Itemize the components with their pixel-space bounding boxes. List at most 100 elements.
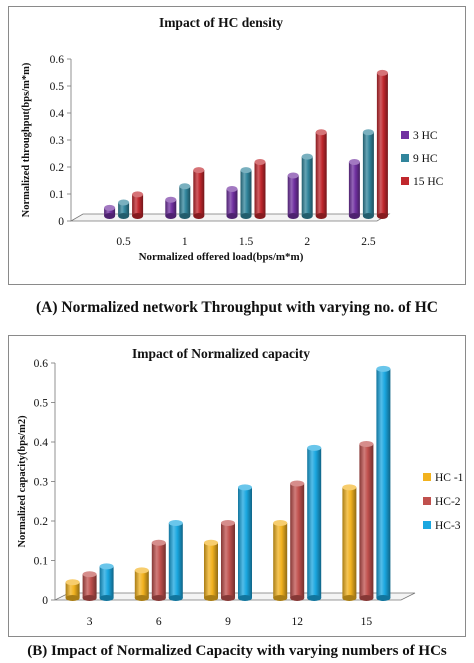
- chart-panel-b: Impact of Normalized capacity 0 0.1 0.2 0.3 0…: [8, 335, 466, 637]
- legend-label: 3 HC: [413, 130, 438, 142]
- bar-hc-3-15: [376, 365, 391, 601]
- bar-15hc-1: [193, 167, 205, 219]
- legend-swatch: [401, 131, 409, 139]
- bar-base: [315, 213, 327, 219]
- bar-hc-3-6: [168, 519, 183, 601]
- bar-body: [104, 207, 116, 216]
- bar-top: [226, 186, 238, 192]
- bar-3hc-0_5: [104, 204, 116, 219]
- bar-base: [254, 213, 266, 219]
- y-tick-label: 0.1: [50, 189, 65, 201]
- caption-b: (B) Impact of Normalized Capacity with v…: [27, 643, 447, 659]
- bar-base: [226, 213, 238, 219]
- y-tick-label: 0.4: [34, 437, 49, 449]
- bar-top: [301, 153, 313, 160]
- bar-top: [342, 484, 357, 491]
- bar-body: [359, 443, 374, 598]
- bar-hc-2-3: [82, 571, 97, 601]
- bar-base: [179, 213, 191, 219]
- bar-top: [240, 167, 252, 174]
- bar-9hc-1: [179, 183, 191, 219]
- bar-hc-2-12: [290, 480, 305, 601]
- y-tick-label: 0.5: [34, 398, 49, 410]
- legend-label: 9 HC: [413, 153, 438, 165]
- bar-hc-1-15: [342, 484, 357, 601]
- y-tick-label: 0.3: [50, 135, 65, 147]
- bar-top: [376, 365, 391, 372]
- bar-top: [168, 519, 183, 526]
- chart-title: Impact of HC density: [159, 15, 283, 30]
- bar-base: [193, 213, 205, 219]
- legend-swatch: [401, 154, 409, 162]
- y-tick-label: 0.1: [34, 556, 49, 568]
- bar-body: [193, 170, 205, 216]
- bar-hc-3-12: [307, 444, 322, 601]
- bar-base: [104, 213, 116, 219]
- bar-body: [82, 574, 97, 598]
- bar-hc-3-9: [238, 484, 252, 601]
- y-axis-label: Normalized capacity(bps/m2): [17, 415, 28, 548]
- legend-label: 15 HC: [413, 176, 444, 188]
- y-axis-label: Normalized throughput(bps/m*m): [21, 62, 32, 217]
- bar-top: [82, 571, 97, 578]
- bar-base: [165, 213, 177, 219]
- bar-body: [221, 522, 235, 598]
- chart-b-svg: Impact of Normalized capacity 0 0.1 0.2 0.3 0…: [17, 346, 464, 628]
- bar-base: [221, 595, 235, 601]
- bar-top: [348, 159, 360, 165]
- bar-15hc-2: [315, 129, 327, 219]
- bar-body: [362, 132, 374, 216]
- x-tick-label: 1.5: [239, 236, 254, 248]
- bar-15hc-0_5: [132, 191, 144, 219]
- bar-top: [132, 191, 144, 198]
- bar-top: [221, 519, 235, 526]
- y-tick-label: 0.4: [50, 108, 65, 120]
- bar-body: [342, 487, 357, 598]
- bar-9hc-1_5: [240, 167, 252, 219]
- bar-base: [362, 213, 374, 219]
- bar-hc-3-3: [99, 563, 114, 601]
- bar-base: [65, 595, 80, 601]
- bar-body: [168, 522, 183, 598]
- bar-top: [254, 159, 266, 165]
- chart-title: Impact of Normalized capacity: [132, 346, 310, 361]
- bar-hc-2-15: [359, 440, 374, 601]
- y-tick-label: 0.5: [50, 81, 65, 93]
- bar-body: [165, 199, 177, 216]
- chart-panel-a: Impact of HC density 0 0.1 0.2 0.3 0.4 0.5 0.6 N…: [8, 6, 466, 285]
- bar-hc-1-3: [65, 579, 80, 601]
- bar-body: [254, 162, 266, 216]
- bar-body: [118, 202, 130, 216]
- legend-label: HC-2: [435, 496, 461, 508]
- bar-9hc-2_5: [362, 129, 374, 219]
- x-tick-label: 12: [291, 616, 303, 628]
- bar-base: [376, 213, 388, 219]
- bar-top: [359, 440, 374, 447]
- bar-top: [65, 579, 80, 586]
- bar-9hc-2: [301, 153, 313, 219]
- bar-body: [301, 156, 313, 216]
- bar-base: [376, 595, 391, 601]
- bar-top: [151, 539, 166, 546]
- x-tick-label: 2.5: [361, 236, 376, 248]
- bar-body: [134, 570, 149, 598]
- bar-body: [238, 487, 252, 598]
- x-tick-label: 3: [87, 616, 93, 628]
- y-tick-label: 0.6: [34, 358, 49, 370]
- bar-body: [307, 447, 322, 598]
- bar-top: [118, 199, 130, 206]
- bar-top: [273, 519, 288, 526]
- bar-body: [376, 368, 391, 598]
- legend-swatch: [423, 497, 431, 505]
- legend-label: HC-3: [435, 520, 461, 532]
- caption-a: (A) Normalized network Throughput with v…: [35, 299, 439, 316]
- bar-base: [287, 213, 299, 219]
- bar-9hc-0_5: [118, 199, 130, 219]
- chart-title-group: Impact of HC density: [159, 15, 283, 30]
- bar-base: [134, 595, 149, 601]
- bar-base: [348, 213, 360, 219]
- bar-top: [290, 480, 305, 487]
- bar-body: [240, 170, 252, 216]
- bar-hc-2-9: [221, 519, 235, 601]
- x-axis-label: Normalized offered load(bps/m*m): [139, 251, 304, 263]
